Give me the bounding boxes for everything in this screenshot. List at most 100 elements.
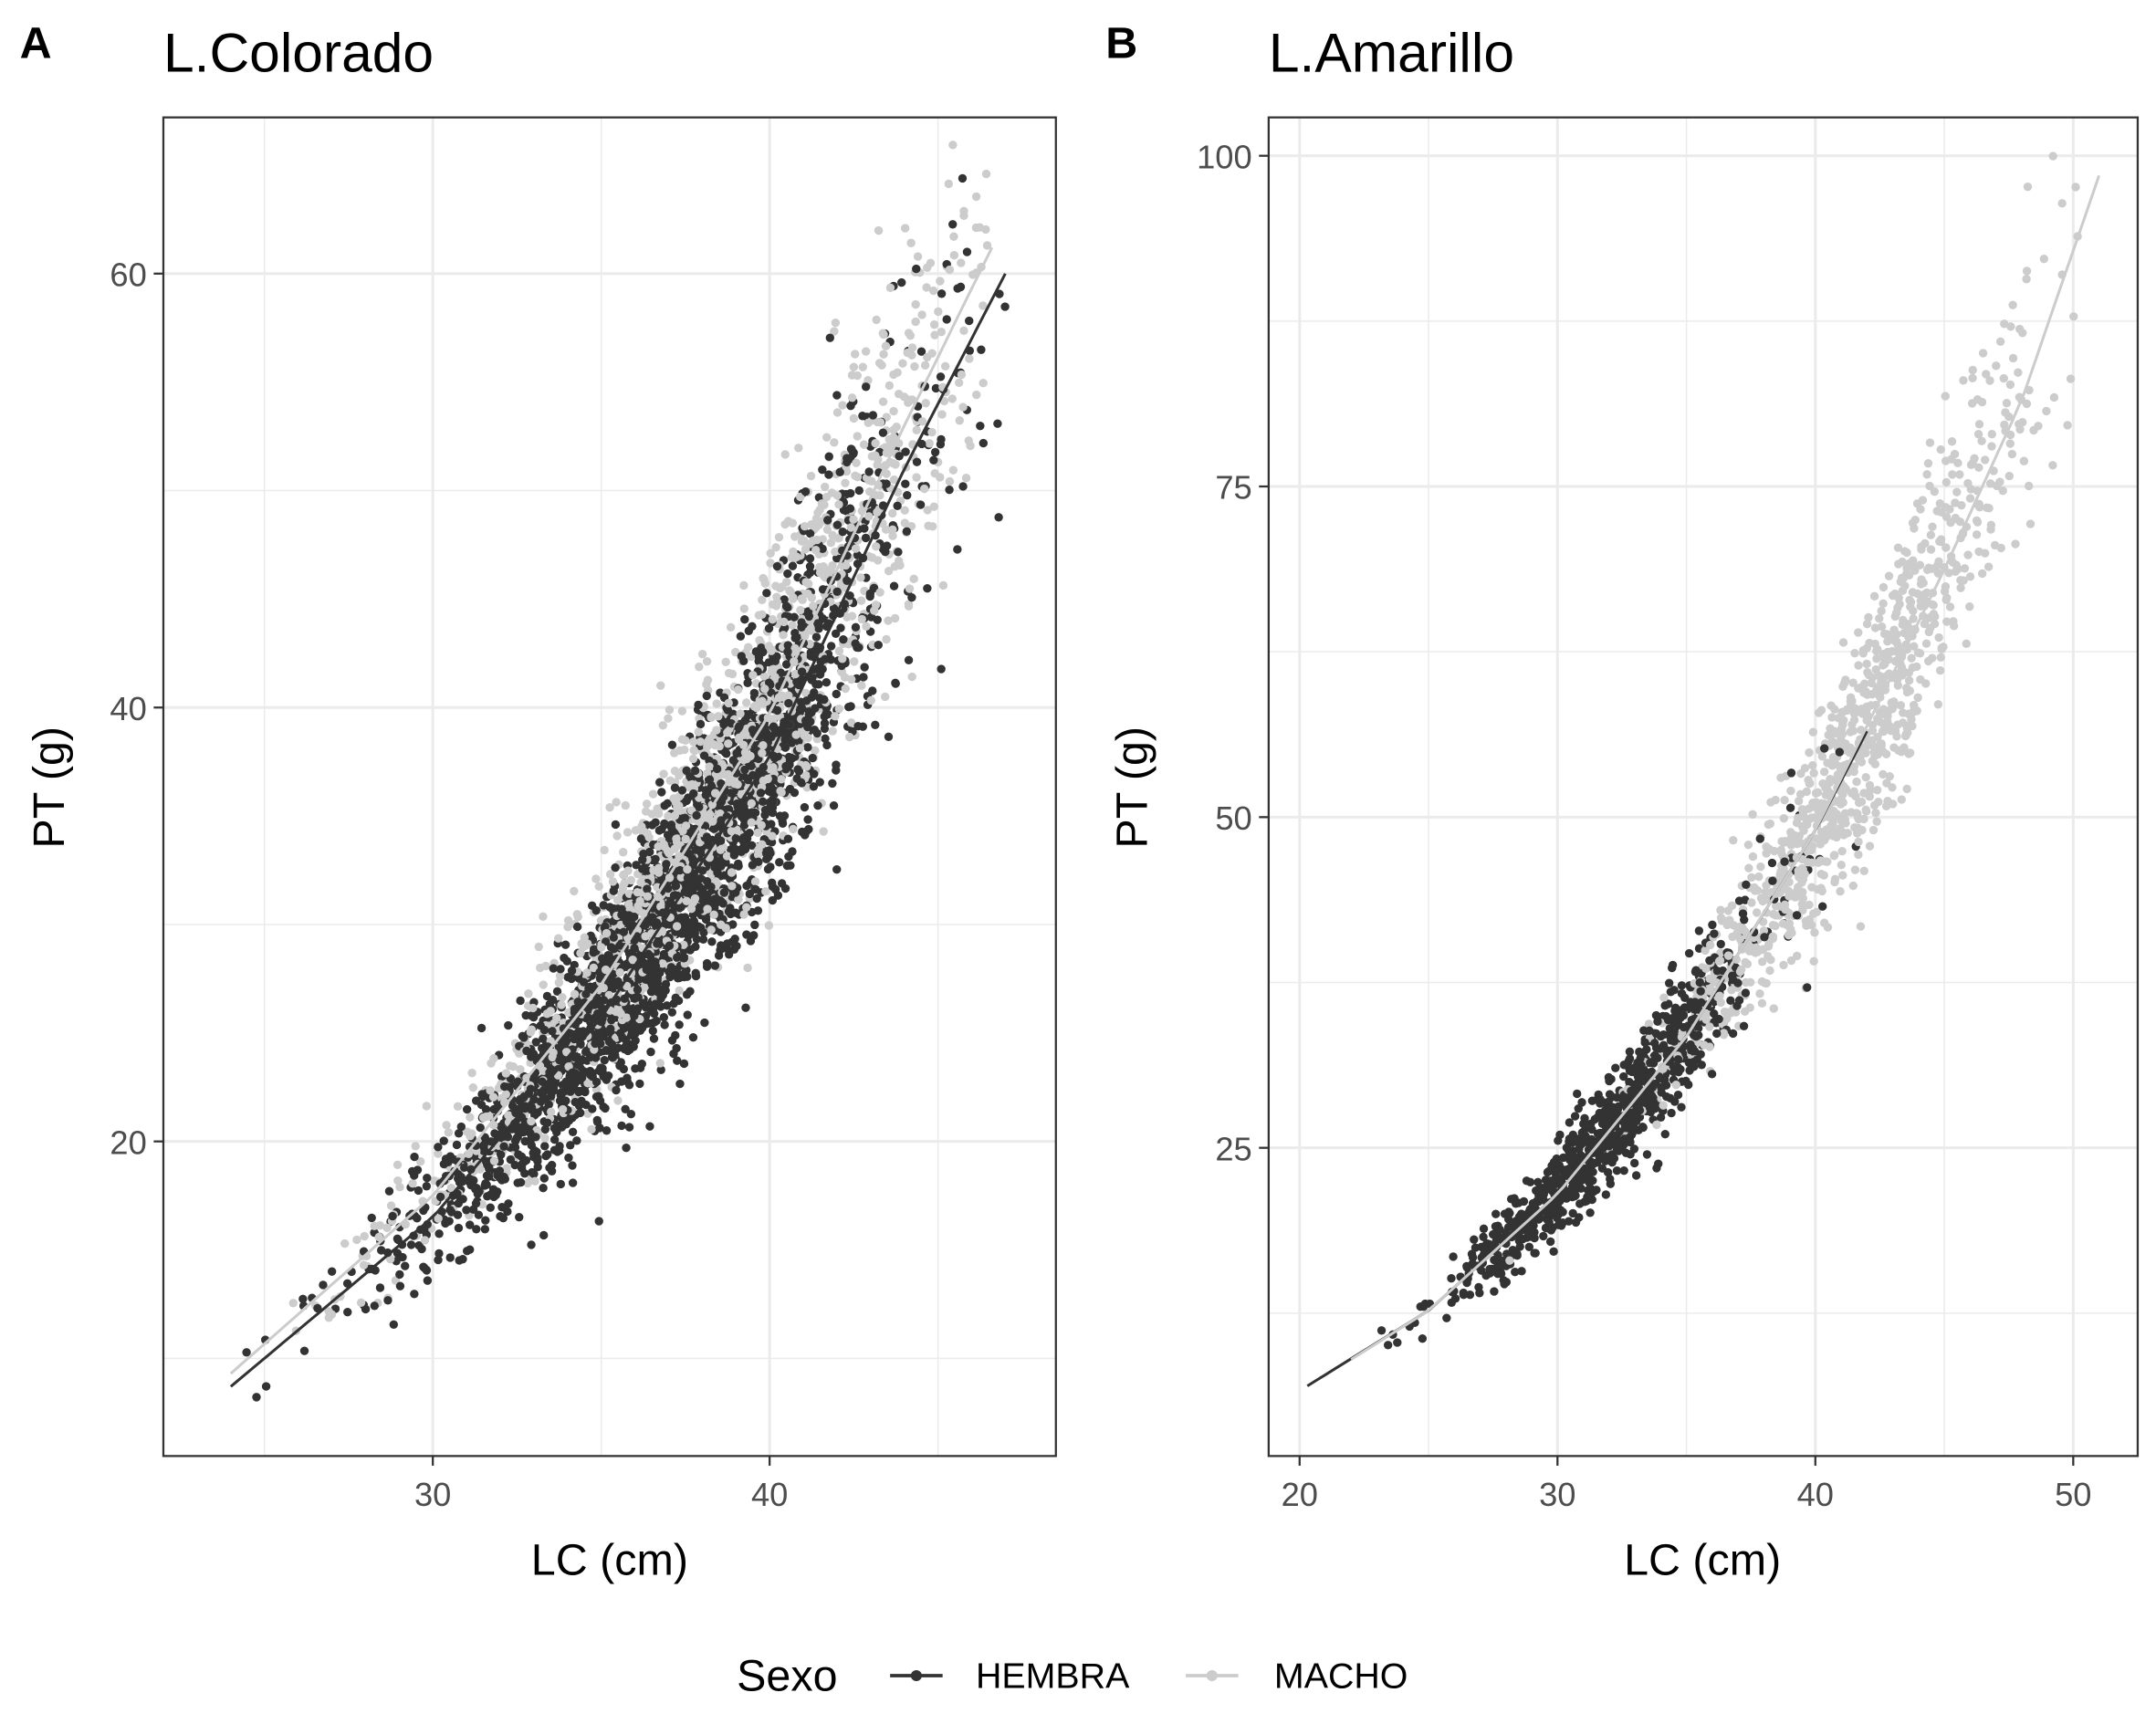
point-macho (1766, 955, 1775, 965)
point-hembra (622, 1143, 631, 1153)
point-macho (892, 423, 901, 432)
point-hembra (481, 1216, 490, 1225)
point-macho (1762, 849, 1771, 858)
point-hembra (638, 998, 648, 1008)
point-hembra (671, 1030, 680, 1040)
point-hembra (767, 838, 777, 847)
x-tick-label: 40 (751, 1476, 788, 1513)
point-hembra (796, 697, 806, 707)
point-macho (1917, 575, 1926, 584)
point-macho (1716, 905, 1725, 915)
point-macho (1982, 370, 1991, 379)
point-hembra (600, 1056, 609, 1065)
point-macho (1945, 602, 1955, 611)
point-macho (1925, 481, 1934, 491)
point-macho (1765, 966, 1774, 976)
point-hembra (749, 931, 759, 940)
point-hembra (1619, 1165, 1628, 1175)
point-macho (828, 726, 837, 736)
point-macho (811, 523, 821, 532)
point-hembra (1525, 1177, 1535, 1187)
point-hembra (686, 945, 696, 954)
point-macho (690, 893, 700, 904)
point-hembra (780, 595, 789, 604)
point-macho (863, 376, 873, 385)
point-hembra (543, 1150, 552, 1159)
point-hembra (640, 864, 650, 874)
point-macho (356, 1298, 366, 1308)
point-hembra (556, 1179, 565, 1189)
point-hembra (702, 832, 712, 841)
point-hembra (1667, 1108, 1676, 1118)
point-macho (828, 530, 837, 540)
point-hembra (572, 922, 582, 932)
point-hembra (479, 1140, 488, 1150)
point-hembra (958, 482, 968, 491)
point-hembra (393, 1235, 403, 1245)
point-hembra (634, 975, 644, 984)
point-macho (1915, 649, 1925, 658)
point-macho (822, 525, 832, 535)
point-macho (790, 669, 801, 679)
point-hembra (499, 1142, 508, 1151)
point-hembra (1479, 1232, 1488, 1241)
point-hembra (547, 1166, 557, 1175)
point-hembra (601, 922, 610, 931)
point-macho (921, 398, 930, 408)
point-macho (811, 546, 821, 555)
point-hembra (845, 504, 855, 513)
point-macho (489, 1054, 498, 1063)
point-macho (759, 776, 769, 786)
point-macho (605, 870, 615, 879)
point-hembra (663, 1001, 672, 1010)
point-hembra (515, 1212, 524, 1222)
point-hembra (765, 798, 775, 807)
point-hembra (566, 1141, 575, 1150)
point-hembra (686, 987, 695, 996)
point-hembra (977, 345, 986, 354)
point-macho (972, 390, 981, 400)
point-hembra (735, 722, 744, 731)
point-macho (873, 507, 882, 517)
point-hembra (956, 282, 966, 292)
point-macho (1921, 639, 1931, 648)
point-macho (861, 347, 871, 356)
point-hembra (660, 819, 669, 829)
point-macho (843, 612, 852, 622)
point-macho (743, 963, 752, 973)
point-macho (516, 1065, 525, 1074)
point-hembra (790, 633, 800, 643)
point-macho (832, 408, 843, 417)
point-hembra (801, 716, 811, 726)
point-hembra (1573, 1089, 1582, 1099)
point-macho (1965, 572, 1975, 581)
point-macho (820, 500, 829, 509)
point-hembra (702, 691, 711, 701)
point-macho (941, 361, 950, 371)
point-macho (1854, 628, 1863, 637)
point-macho (870, 606, 879, 615)
point-hembra (591, 1077, 602, 1087)
point-hembra (745, 829, 754, 838)
point-hembra (976, 421, 985, 431)
point-hembra (731, 888, 740, 897)
point-hembra (750, 920, 759, 930)
point-macho (750, 877, 760, 886)
point-macho (875, 588, 884, 597)
point-hembra (630, 994, 639, 1003)
point-macho (675, 986, 684, 996)
point-macho (688, 737, 698, 747)
point-macho (719, 769, 729, 779)
point-hembra (624, 1081, 634, 1090)
point-macho (1978, 349, 1988, 358)
point-hembra (1490, 1287, 1499, 1296)
point-macho (434, 1214, 443, 1223)
point-macho (937, 328, 946, 337)
point-macho (605, 803, 614, 812)
point-hembra (497, 1150, 506, 1159)
point-hembra (672, 965, 681, 975)
point-hembra (1673, 1091, 1683, 1100)
point-macho (764, 921, 774, 930)
point-hembra (731, 908, 740, 917)
point-macho (796, 605, 805, 615)
